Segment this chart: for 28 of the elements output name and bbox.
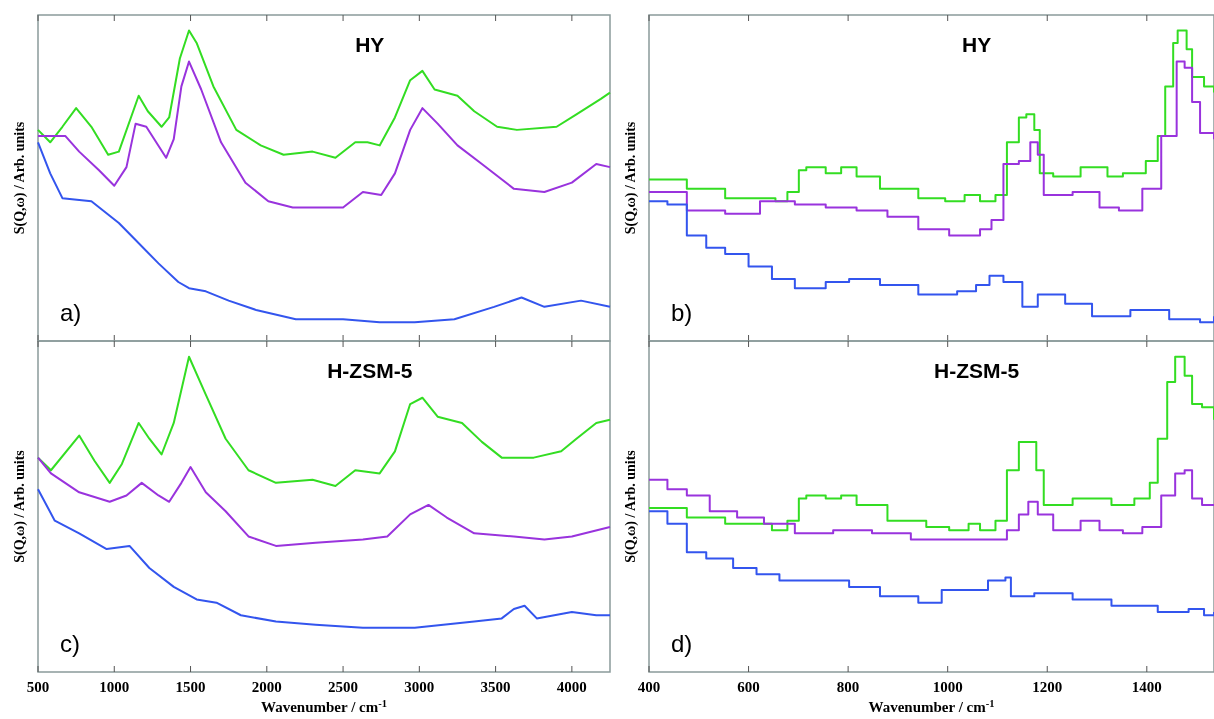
chart-title: HY [962,33,992,56]
x-tick-label: 3000 [404,679,435,695]
x-axis-title: Wavenumber / cm$^{-1}$ [261,697,387,715]
chart-title: HY [355,33,385,56]
y-axis-title: S(Q,ω) / Arb. units [623,121,639,235]
x-tick-label: 1000 [932,679,963,695]
chart-title: H-ZSM-5 [934,359,1020,382]
x-tick-label: 1200 [1032,679,1063,695]
x-tick-label: 1500 [175,679,206,695]
chart-title: H-ZSM-5 [327,359,413,382]
x-tick-label: 3500 [480,679,511,695]
y-axis-title: S(Q,ω) / Arb. units [623,449,639,563]
x-tick-label: 800 [836,679,860,695]
annotation: c) [60,630,80,657]
annotation: b) [671,299,693,326]
x-tick-label: 4000 [556,679,587,695]
x-tick-label: 600 [737,679,760,695]
x-axis-title: Wavenumber / cm$^{-1}$ [868,697,995,715]
x-tick-label: 1400 [1131,679,1162,695]
x-tick-label: 400 [637,679,661,695]
x-tick-label: 2500 [328,679,359,695]
x-tick-label: 500 [26,679,50,695]
x-tick-label: 2000 [251,679,282,695]
y-axis-title: S(Q,ω) / Arb. units [12,449,28,563]
x-tick-label: 1000 [99,679,130,695]
y-axis-title: S(Q,ω) / Arb. units [12,121,28,235]
annotation: a) [60,299,82,326]
annotation: d) [671,630,693,657]
